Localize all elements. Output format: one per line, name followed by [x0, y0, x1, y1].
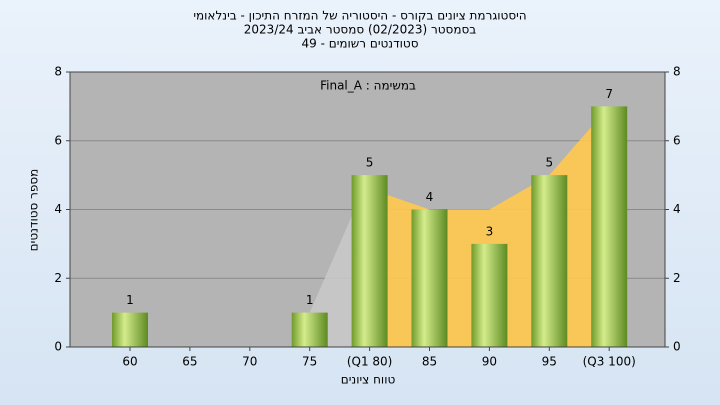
x-tick-label: 75	[302, 355, 317, 369]
data-label: 7	[605, 87, 613, 101]
data-label: 5	[545, 156, 553, 170]
y2-tick-label: 6	[673, 133, 681, 147]
x-tick-label: 95	[542, 355, 557, 369]
bar	[112, 312, 148, 347]
x-tick-label: (Q3 100)	[583, 355, 636, 369]
y-tick-label: 4	[54, 202, 62, 216]
x-tick-label: 90	[482, 355, 497, 369]
x-tick-label: 85	[422, 355, 437, 369]
annotation: במשימה : Final_A	[320, 79, 416, 93]
x-tick-label: 65	[182, 355, 197, 369]
chart-subtitle: סטודנטים רשומים - 49	[301, 37, 418, 51]
bar	[471, 243, 508, 347]
y-tick-label: 8	[54, 65, 62, 79]
bar	[351, 175, 388, 347]
data-label: 3	[486, 224, 494, 238]
data-label: 4	[426, 190, 434, 204]
y2-tick-label: 4	[673, 202, 681, 216]
bar	[591, 106, 628, 347]
y-tick-label: 6	[54, 133, 62, 147]
y-axis-label: מספר סטודנטים	[27, 169, 41, 252]
y2-tick-label: 0	[673, 340, 681, 354]
y2-tick-label: 8	[673, 65, 681, 79]
chart-subtitle: בסמסטר (02/2023) סמסטר אביב 2023/24	[244, 23, 476, 37]
x-tick-label: (Q1 80)	[347, 355, 393, 369]
bar	[531, 175, 568, 347]
x-tick-label: 70	[242, 355, 257, 369]
bar	[411, 209, 448, 347]
data-label: 1	[126, 293, 134, 307]
data-label: 5	[366, 156, 374, 170]
y-tick-label: 0	[54, 340, 62, 354]
x-tick-label: 60	[122, 355, 137, 369]
chart-title: היסטוגרמת ציונים בקורס - היסטוריה של המז…	[193, 9, 526, 23]
bar	[291, 312, 328, 347]
y2-tick-label: 2	[673, 271, 681, 285]
data-label: 1	[306, 293, 314, 307]
plot-border	[69, 71, 666, 348]
y-tick-label: 2	[54, 271, 62, 285]
x-axis-label: טווח ציונים	[341, 373, 396, 387]
